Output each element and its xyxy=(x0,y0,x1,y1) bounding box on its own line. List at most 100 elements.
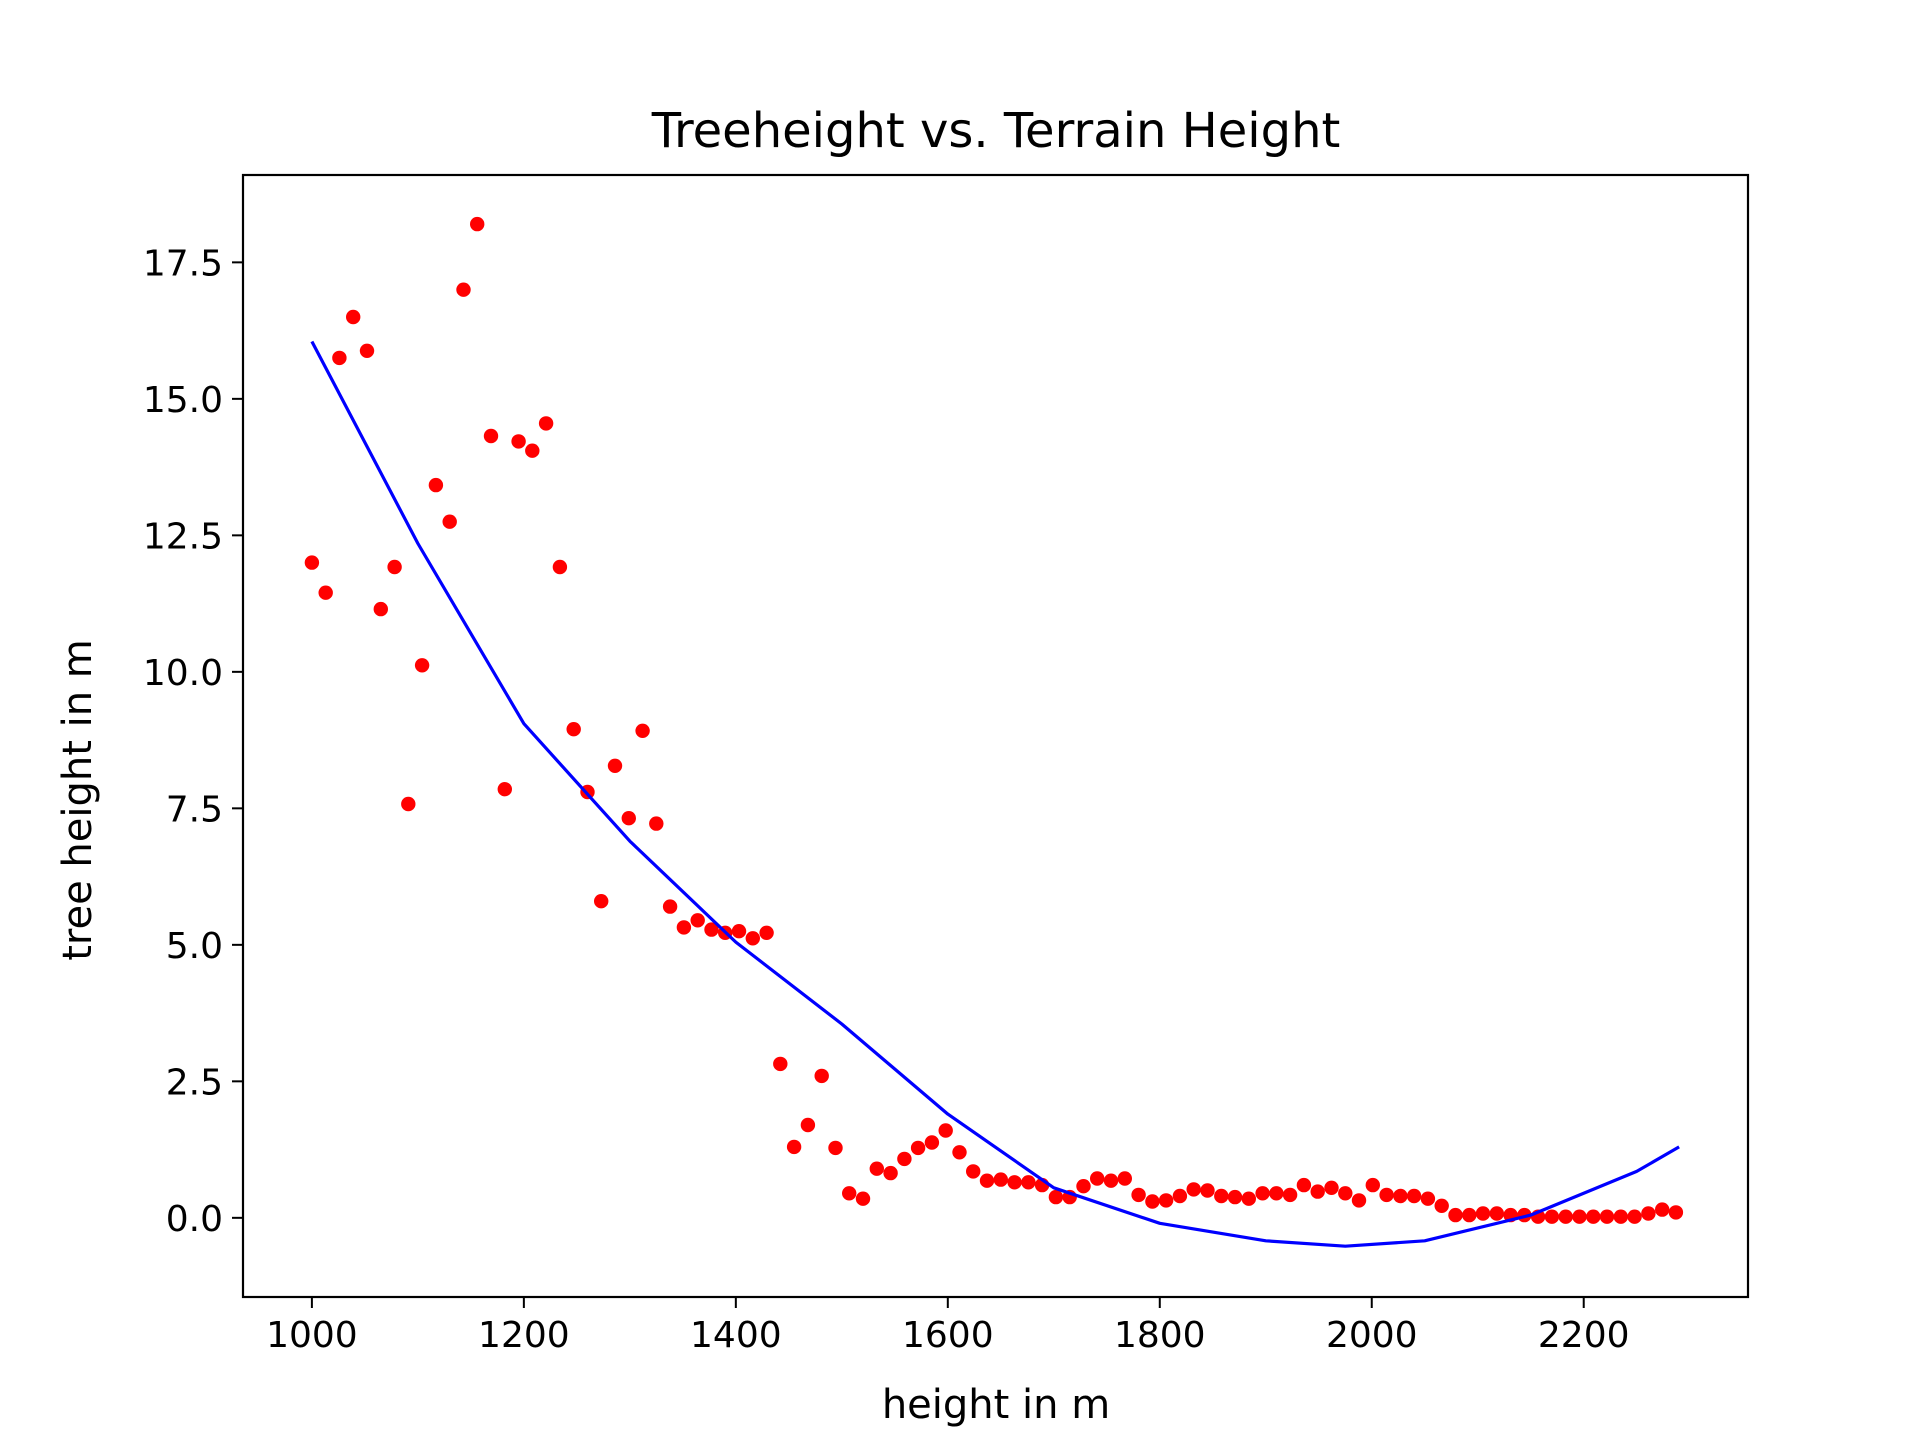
scatter-point xyxy=(318,585,333,600)
scatter-point xyxy=(1214,1188,1229,1204)
scatter-point xyxy=(993,1172,1008,1187)
scatter-point xyxy=(359,343,375,358)
scatter-point xyxy=(662,899,678,914)
scatter-point xyxy=(566,722,581,737)
scatter-point xyxy=(1641,1206,1656,1221)
scatter-point xyxy=(1227,1189,1243,1205)
y-tick-label: 2.5 xyxy=(166,1062,223,1103)
scatter-point xyxy=(924,1135,940,1150)
scatter-point xyxy=(1310,1184,1325,1199)
scatter-point xyxy=(704,922,719,937)
scatter-point xyxy=(1048,1189,1064,1205)
scatter-point xyxy=(1172,1188,1188,1204)
y-tick-label: 5.0 xyxy=(166,926,223,967)
scatter-point xyxy=(828,1140,843,1156)
scatter-point xyxy=(525,443,540,458)
scatter-point xyxy=(1462,1207,1477,1223)
scatter-point xyxy=(1558,1209,1573,1224)
scatter-point xyxy=(1158,1193,1174,1208)
x-tick-label: 1200 xyxy=(478,1315,570,1356)
scatter-point xyxy=(483,428,499,444)
plot-content xyxy=(304,216,1684,1248)
scatter-point xyxy=(332,350,347,366)
y-tick-label: 10.0 xyxy=(143,653,223,694)
scatter-point xyxy=(731,924,747,939)
scatter-point xyxy=(1572,1209,1587,1224)
scatter-point xyxy=(966,1164,981,1179)
scatter-point xyxy=(635,723,650,738)
scatter-point xyxy=(842,1186,857,1201)
x-tick-label: 1400 xyxy=(690,1315,782,1356)
x-tick-label: 2200 xyxy=(1538,1315,1630,1356)
scatter-point xyxy=(1544,1209,1560,1224)
plot-area xyxy=(304,216,1684,1248)
scatter-point xyxy=(1379,1187,1394,1203)
x-axis-label: height in m xyxy=(882,1382,1110,1428)
y-axis-label: tree height in m xyxy=(55,639,101,961)
scatter-point xyxy=(1200,1183,1215,1198)
scatter-point xyxy=(621,811,636,826)
scatter-point xyxy=(1448,1207,1463,1223)
scatter-point xyxy=(1117,1171,1133,1186)
scatter-point xyxy=(387,559,402,575)
scatter-point xyxy=(1613,1209,1629,1224)
x-tick-label: 2000 xyxy=(1326,1315,1418,1356)
scatter-point xyxy=(745,931,760,946)
scatter-point xyxy=(1586,1209,1601,1224)
scatter-point xyxy=(497,782,512,797)
scatter-point xyxy=(786,1139,802,1155)
scatter-point xyxy=(1393,1188,1408,1204)
scatter-point xyxy=(1599,1209,1615,1224)
y-tick-label: 17.5 xyxy=(143,243,223,284)
scatter-point xyxy=(649,816,664,831)
scatter-point xyxy=(470,216,485,232)
scatter-point xyxy=(1255,1186,1270,1201)
fit-line xyxy=(310,340,1680,1248)
scatter-point xyxy=(1145,1194,1160,1209)
scatter-point xyxy=(1434,1198,1449,1214)
scatter-point xyxy=(1489,1206,1505,1221)
y-tick-label: 12.5 xyxy=(143,516,223,557)
scatter-point xyxy=(1668,1205,1684,1220)
y-tick-label: 0.0 xyxy=(166,1199,223,1240)
scatter-point xyxy=(1655,1202,1670,1217)
scatter-point xyxy=(1296,1177,1312,1193)
y-tick-label: 7.5 xyxy=(166,789,223,830)
scatter-point xyxy=(814,1068,829,1084)
y-tick-label: 15.0 xyxy=(143,380,223,421)
scatter-point xyxy=(855,1191,871,1206)
scatter-point xyxy=(1076,1179,1091,1194)
x-tick-label: 1000 xyxy=(266,1315,358,1356)
scatter-point xyxy=(1131,1187,1146,1203)
scatter-point xyxy=(938,1123,953,1138)
scatter-point xyxy=(456,282,471,297)
scatter-point xyxy=(304,555,320,570)
scatter-point xyxy=(759,925,774,940)
scatter-point xyxy=(1475,1206,1491,1221)
scatter-point xyxy=(594,894,609,909)
scatter-point xyxy=(1338,1186,1353,1201)
scatter-point xyxy=(773,1056,788,1072)
scatter-point xyxy=(800,1117,816,1133)
x-tick-label: 1600 xyxy=(902,1315,994,1356)
scatter-point xyxy=(1103,1173,1119,1188)
scatter-point xyxy=(897,1151,912,1167)
scatter-point xyxy=(607,758,623,773)
scatter-point xyxy=(346,309,361,325)
scatter-point xyxy=(1351,1193,1367,1208)
scatter-point xyxy=(869,1161,884,1176)
scatter-point xyxy=(676,920,692,935)
scatter-point xyxy=(1627,1209,1642,1224)
scatter-point xyxy=(1186,1182,1201,1197)
scatter-point xyxy=(428,477,444,493)
scatter-point xyxy=(1282,1187,1298,1203)
scatter-point xyxy=(979,1173,995,1188)
axes: 1000 1200 1400 1600 1800 2000 2200 0.0 2.5 5.0 7.5… xyxy=(143,173,1750,1356)
scatter-point xyxy=(1406,1188,1422,1204)
scatter-point xyxy=(1324,1180,1339,1196)
scatter-point xyxy=(1241,1191,1257,1206)
axes-frame xyxy=(241,173,1750,1299)
